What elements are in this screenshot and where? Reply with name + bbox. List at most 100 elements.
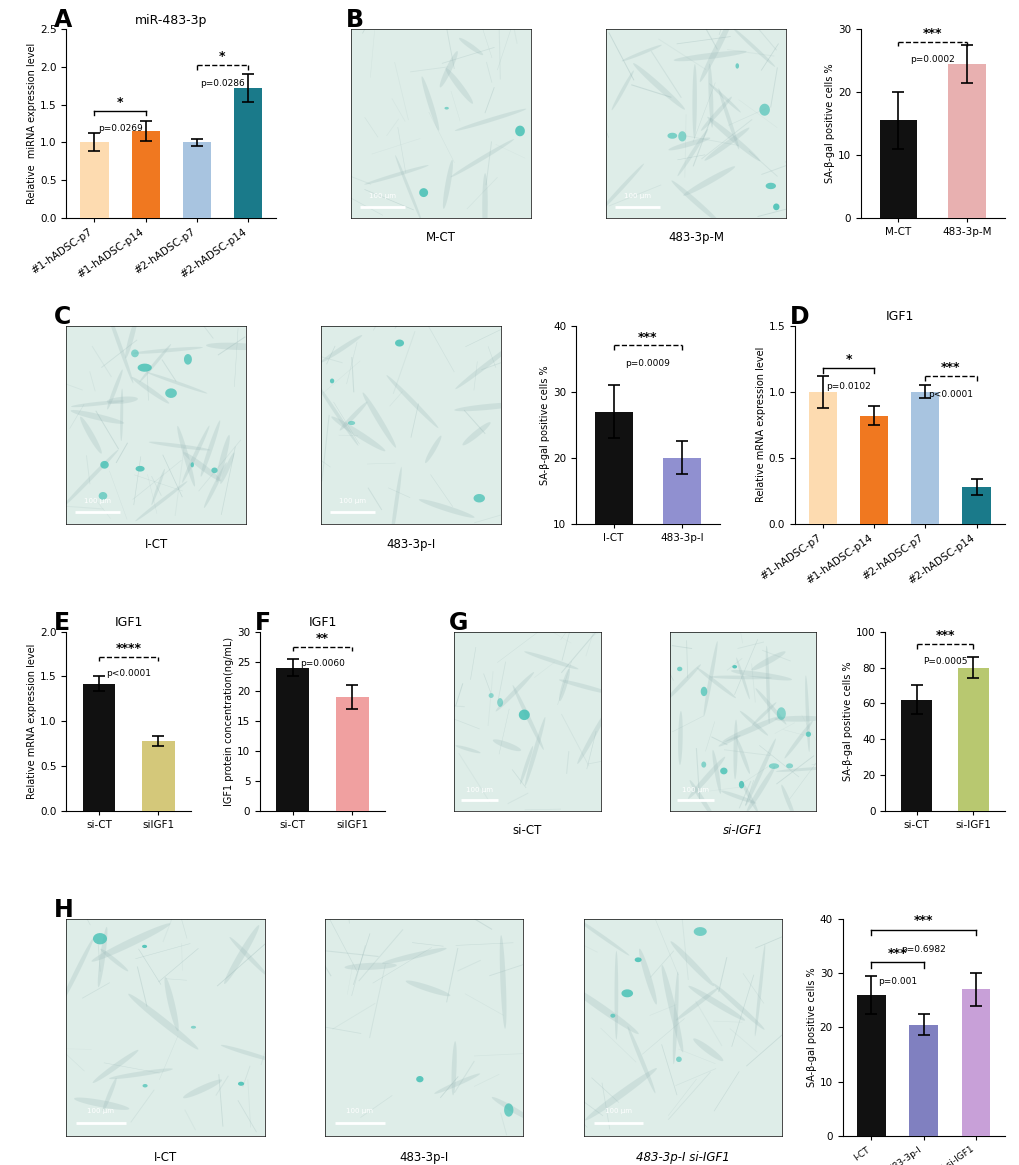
- Polygon shape: [362, 393, 395, 447]
- Polygon shape: [689, 781, 715, 820]
- Polygon shape: [627, 1026, 655, 1093]
- Polygon shape: [678, 132, 686, 141]
- Polygon shape: [621, 44, 661, 62]
- Polygon shape: [442, 160, 452, 209]
- Polygon shape: [183, 354, 192, 365]
- Polygon shape: [751, 702, 775, 726]
- Bar: [948, 64, 985, 218]
- Polygon shape: [633, 63, 685, 110]
- Polygon shape: [775, 767, 839, 772]
- Polygon shape: [439, 51, 458, 87]
- Bar: [335, 698, 368, 811]
- Polygon shape: [704, 127, 749, 161]
- Polygon shape: [732, 665, 737, 669]
- Text: 100 μm: 100 μm: [624, 193, 650, 199]
- Polygon shape: [492, 740, 521, 751]
- Polygon shape: [216, 435, 229, 482]
- Text: F: F: [255, 610, 271, 635]
- Text: ***: ***: [922, 27, 942, 40]
- Polygon shape: [693, 927, 706, 935]
- Polygon shape: [499, 935, 506, 1029]
- Polygon shape: [669, 941, 713, 987]
- Polygon shape: [128, 994, 199, 1050]
- Polygon shape: [805, 732, 810, 737]
- Polygon shape: [482, 174, 487, 236]
- Polygon shape: [347, 421, 355, 425]
- Polygon shape: [74, 1097, 129, 1110]
- Bar: [182, 142, 211, 218]
- Polygon shape: [136, 481, 187, 521]
- Bar: [900, 700, 931, 811]
- Polygon shape: [100, 948, 128, 972]
- Polygon shape: [419, 499, 474, 518]
- Text: 483-3p-M: 483-3p-M: [667, 231, 723, 245]
- Polygon shape: [558, 669, 570, 701]
- Text: p=0.0002: p=0.0002: [910, 55, 954, 64]
- Polygon shape: [781, 784, 795, 818]
- Polygon shape: [339, 402, 367, 431]
- Polygon shape: [71, 401, 124, 407]
- Polygon shape: [136, 466, 145, 472]
- Text: ***: ***: [638, 331, 657, 344]
- Polygon shape: [220, 452, 234, 483]
- Text: p<0.0001: p<0.0001: [106, 670, 151, 678]
- Text: si-IGF1: si-IGF1: [722, 824, 762, 836]
- Polygon shape: [688, 986, 745, 1021]
- Text: p=0.0009: p=0.0009: [625, 359, 669, 368]
- Polygon shape: [320, 336, 362, 362]
- Text: p=0.0060: p=0.0060: [300, 659, 344, 669]
- Polygon shape: [674, 50, 746, 62]
- Bar: [878, 120, 916, 218]
- Bar: [910, 391, 938, 524]
- Polygon shape: [692, 64, 696, 139]
- Polygon shape: [107, 369, 122, 410]
- Text: P=0.0005: P=0.0005: [922, 657, 966, 665]
- Y-axis label: Relative  miRNA expression level: Relative miRNA expression level: [28, 43, 37, 204]
- Polygon shape: [519, 709, 529, 720]
- Polygon shape: [313, 380, 358, 446]
- Polygon shape: [683, 167, 735, 196]
- Polygon shape: [699, 14, 734, 82]
- Polygon shape: [677, 666, 682, 671]
- Polygon shape: [736, 737, 749, 774]
- Polygon shape: [152, 468, 165, 506]
- Polygon shape: [386, 375, 438, 429]
- Polygon shape: [661, 965, 683, 1052]
- Polygon shape: [390, 467, 401, 542]
- Polygon shape: [394, 339, 404, 346]
- Polygon shape: [416, 1076, 423, 1082]
- Text: ****: ****: [115, 642, 142, 655]
- Polygon shape: [93, 933, 107, 945]
- Polygon shape: [703, 641, 717, 716]
- Text: 100 μm: 100 μm: [85, 499, 111, 504]
- Text: ***: ***: [913, 915, 932, 927]
- Title: miR-483-3p: miR-483-3p: [135, 14, 207, 27]
- Polygon shape: [204, 463, 226, 508]
- Text: ***: ***: [941, 361, 960, 374]
- Text: *: *: [219, 50, 225, 63]
- Polygon shape: [717, 89, 739, 149]
- Polygon shape: [638, 948, 656, 1004]
- Polygon shape: [736, 657, 749, 699]
- Polygon shape: [450, 139, 514, 177]
- Polygon shape: [182, 1080, 222, 1099]
- Polygon shape: [495, 672, 534, 712]
- Polygon shape: [733, 720, 737, 779]
- Polygon shape: [165, 388, 176, 398]
- Polygon shape: [719, 768, 727, 775]
- Polygon shape: [211, 467, 217, 473]
- Polygon shape: [513, 685, 543, 750]
- Polygon shape: [70, 410, 124, 424]
- Polygon shape: [421, 76, 439, 130]
- Polygon shape: [220, 1045, 277, 1062]
- Polygon shape: [720, 791, 756, 804]
- Polygon shape: [676, 988, 717, 1021]
- Bar: [662, 458, 700, 589]
- Polygon shape: [773, 715, 824, 721]
- Text: *: *: [845, 353, 851, 366]
- Polygon shape: [525, 716, 545, 786]
- Text: p<0.0001: p<0.0001: [927, 390, 972, 398]
- Polygon shape: [735, 63, 739, 69]
- Y-axis label: SA-β-gal positive cells %: SA-β-gal positive cells %: [824, 64, 835, 183]
- Text: 483-3p-I: 483-3p-I: [386, 538, 435, 551]
